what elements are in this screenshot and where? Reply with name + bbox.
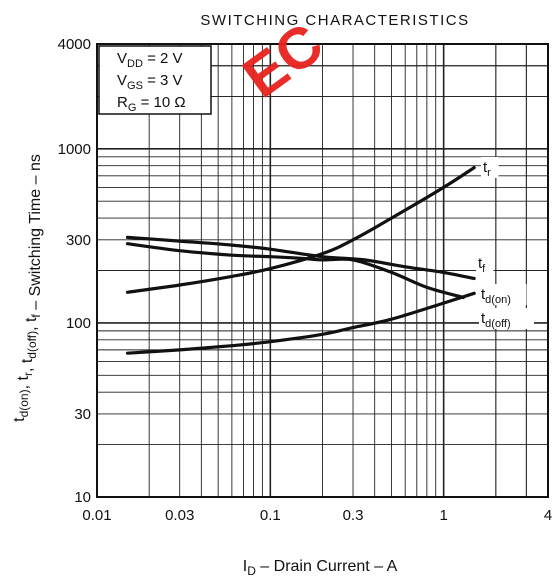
series-label-subscript: r bbox=[487, 167, 491, 179]
y-tick-label: 300 bbox=[66, 232, 91, 249]
series-curve-t-f bbox=[125, 235, 476, 281]
x-label-symbol: I bbox=[243, 558, 247, 575]
y-label-subscript: d(off) bbox=[25, 331, 39, 359]
x-label-subscript: D bbox=[247, 564, 256, 578]
condition-symbol: R bbox=[117, 94, 128, 111]
y-tick-label: 100 bbox=[66, 315, 91, 332]
series-curve-t-d-off- bbox=[125, 291, 476, 355]
y-label-subscript: f bbox=[29, 314, 43, 318]
series-label-backing bbox=[479, 308, 534, 329]
condition-symbol: V bbox=[117, 72, 127, 89]
x-axis-label: ID – Drain Current – A bbox=[243, 558, 398, 578]
x-tick-label: 0.3 bbox=[343, 507, 364, 524]
x-label-text: – Drain Current – A bbox=[256, 558, 398, 575]
series-label-subscript: d(off) bbox=[485, 318, 510, 330]
series-label-backing bbox=[481, 157, 499, 178]
condition-text: RG = 10 Ω bbox=[117, 94, 186, 114]
series-label: tf bbox=[478, 255, 486, 275]
x-tick-labels: 0.01 0.03 0.1 0.3 1 4 bbox=[82, 507, 552, 524]
y-label-subscript: r bbox=[21, 372, 35, 376]
y-label-subscript: d(on) bbox=[17, 389, 31, 417]
condition-text: VDD = 2 V bbox=[117, 50, 183, 70]
x-tick-label: 0.03 bbox=[165, 507, 194, 524]
condition-subscript: DD bbox=[127, 58, 143, 70]
series-label-backing bbox=[479, 284, 527, 305]
condition-text: VGS = 3 V bbox=[117, 72, 183, 92]
condition-symbol: V bbox=[117, 50, 127, 67]
y-label-text: t bbox=[11, 417, 28, 422]
series-label: tr bbox=[483, 159, 491, 179]
series-curve-t-d-on- bbox=[125, 242, 465, 300]
series-label: td(off) bbox=[481, 310, 511, 330]
y-tick-label: 1000 bbox=[58, 141, 91, 158]
condition-value: = 10 Ω bbox=[136, 94, 185, 111]
y-tick-label: 4000 bbox=[58, 36, 91, 53]
series-label-symbol: t bbox=[483, 159, 488, 176]
condition-subscript: GS bbox=[127, 80, 143, 92]
y-label-text: , t bbox=[15, 376, 32, 390]
condition-subscript: G bbox=[128, 102, 137, 114]
series-label-subscript: d(on) bbox=[485, 294, 511, 306]
y-tick-label: 10 bbox=[74, 489, 91, 506]
condition-value: = 2 V bbox=[143, 50, 183, 67]
plot-frame bbox=[96, 43, 549, 498]
y-label-text: , t bbox=[19, 358, 36, 372]
y-axis-label: td(on), tr, td(off), tf – Switching Time… bbox=[11, 154, 44, 422]
series-label-symbol: t bbox=[481, 286, 486, 303]
conditions-box-frame bbox=[98, 45, 212, 115]
chart-title: SWITCHING CHARACTERISTICS bbox=[200, 12, 469, 29]
x-tick-label: 0.1 bbox=[260, 507, 281, 524]
series-label-backing bbox=[476, 253, 494, 274]
x-tick-label: 4 bbox=[544, 507, 552, 524]
series-curve-t-r bbox=[125, 166, 476, 294]
series-label-symbol: t bbox=[478, 255, 483, 272]
series-curves bbox=[125, 166, 476, 355]
series-label-subscript: f bbox=[482, 263, 486, 275]
grid-lines bbox=[97, 44, 548, 497]
y-label-text: , t bbox=[23, 317, 40, 331]
condition-value: = 3 V bbox=[143, 72, 183, 89]
x-tick-label: 0.01 bbox=[82, 507, 111, 524]
series-label: td(on) bbox=[481, 286, 511, 306]
x-tick-label: 1 bbox=[439, 507, 447, 524]
y-tick-label: 30 bbox=[74, 406, 91, 423]
series-label-symbol: t bbox=[481, 310, 486, 327]
y-tick-labels: 4000 1000 300 100 30 10 bbox=[58, 36, 91, 506]
y-label-text: – Switching Time – ns bbox=[27, 154, 44, 314]
